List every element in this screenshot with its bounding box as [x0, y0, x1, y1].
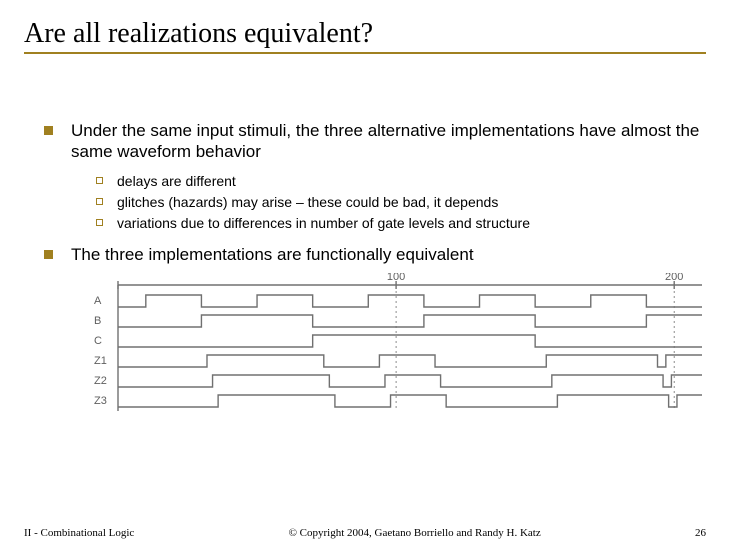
footer-copyright: © Copyright 2004, Gaetano Borriello and … — [289, 527, 541, 539]
bullet-list: Under the same input stimuli, the three … — [24, 120, 706, 265]
bullet-lvl2: variations due to differences in number … — [96, 213, 706, 234]
bullet-lvl2: glitches (hazards) may arise – these cou… — [96, 192, 706, 213]
bullet-text: variations due to differences in number … — [117, 213, 530, 234]
bullet-text: Under the same input stimuli, the three … — [71, 120, 706, 163]
hollow-square-icon — [96, 198, 103, 205]
slide-footer: II - Combinational Logic © Copyright 200… — [0, 527, 730, 539]
svg-text:Z1: Z1 — [94, 355, 107, 367]
bullet-lvl1: The three implementations are functional… — [44, 244, 706, 265]
svg-text:200: 200 — [665, 273, 683, 283]
svg-text:100: 100 — [387, 273, 405, 283]
svg-text:Z2: Z2 — [94, 375, 107, 387]
sub-bullet-group: delays are different glitches (hazards) … — [96, 171, 706, 234]
svg-text:C: C — [94, 335, 102, 347]
square-bullet-icon — [44, 250, 53, 259]
svg-text:A: A — [94, 295, 102, 307]
footer-left: II - Combinational Logic — [24, 527, 134, 539]
bullet-text: The three implementations are functional… — [71, 244, 474, 265]
hollow-square-icon — [96, 177, 103, 184]
waveform-svg: 100 200 ABC Z1 Z2 Z3 — [88, 273, 708, 425]
square-bullet-icon — [44, 126, 53, 135]
footer-page-number: 26 — [695, 527, 706, 539]
bullet-text: delays are different — [117, 171, 236, 192]
svg-text:B: B — [94, 315, 101, 327]
svg-text:Z3: Z3 — [94, 395, 107, 407]
slide-title: Are all realizations equivalent? — [24, 18, 706, 60]
bullet-text: glitches (hazards) may arise – these cou… — [117, 192, 498, 213]
hollow-square-icon — [96, 219, 103, 226]
title-text: Are all realizations equivalent? — [24, 18, 373, 49]
title-rule — [24, 52, 706, 54]
waveform-diagram: 100 200 ABC Z1 Z2 Z3 — [88, 273, 708, 430]
bullet-lvl2: delays are different — [96, 171, 706, 192]
bullet-lvl1: Under the same input stimuli, the three … — [44, 120, 706, 163]
